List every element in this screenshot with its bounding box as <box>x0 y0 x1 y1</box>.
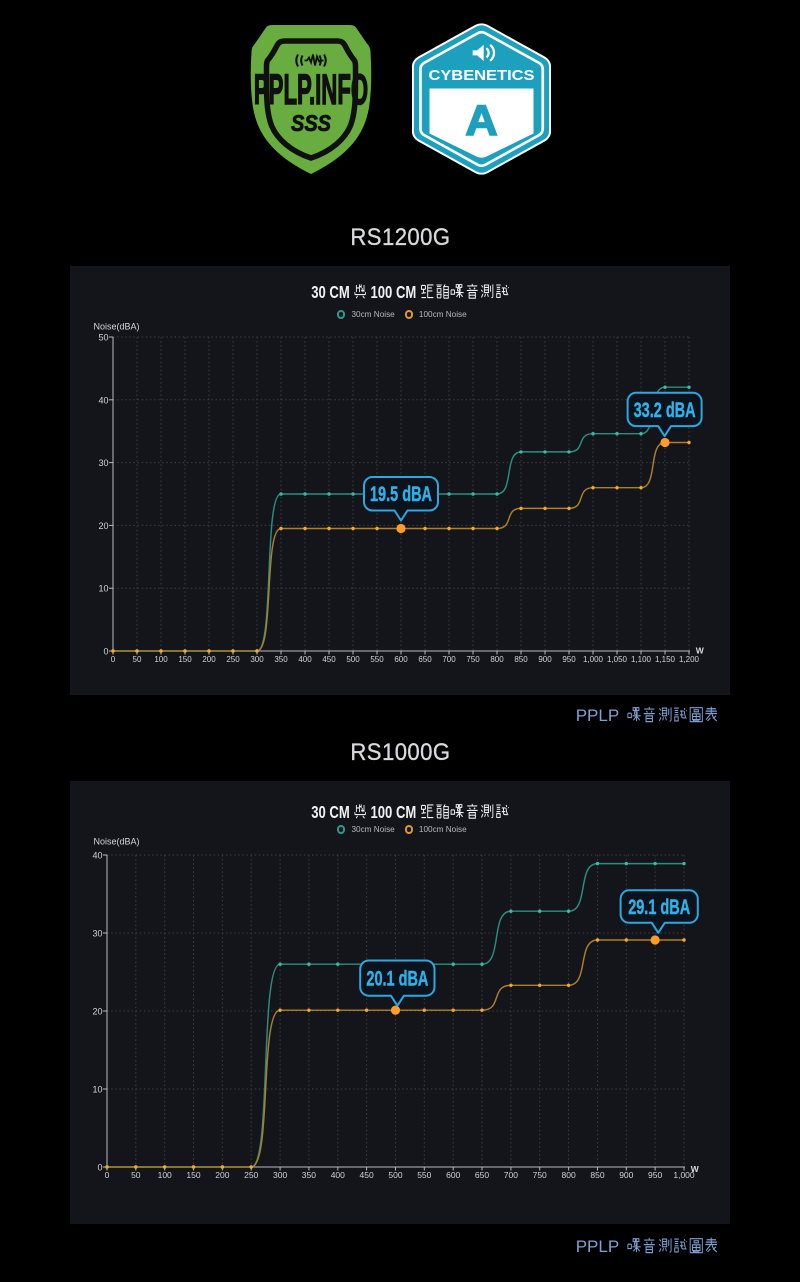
svg-text:20: 20 <box>92 1007 102 1017</box>
svg-text:550: 550 <box>417 1170 431 1180</box>
svg-text:0: 0 <box>111 655 116 664</box>
svg-text:PPLP.INFO: PPLP.INFO <box>254 66 368 114</box>
svg-text:200: 200 <box>202 655 216 664</box>
svg-text:29.1 dBA: 29.1 dBA <box>628 895 690 919</box>
svg-text:250: 250 <box>244 1170 258 1180</box>
svg-text:1,000: 1,000 <box>583 655 604 664</box>
svg-text:SSS: SSS <box>291 110 332 136</box>
svg-text:850: 850 <box>590 1170 604 1180</box>
svg-text:900: 900 <box>538 655 552 664</box>
svg-text:950: 950 <box>648 1170 662 1180</box>
svg-text:450: 450 <box>360 1170 374 1180</box>
svg-text:800: 800 <box>562 1170 576 1180</box>
svg-text:750: 750 <box>533 1170 547 1180</box>
svg-text:600: 600 <box>446 1170 460 1180</box>
svg-text:300: 300 <box>273 1170 287 1180</box>
svg-text:800: 800 <box>490 655 504 664</box>
svg-text:50: 50 <box>98 333 108 343</box>
svg-text:30: 30 <box>98 458 108 468</box>
svg-text:900: 900 <box>619 1170 633 1180</box>
svg-text:W: W <box>691 1164 700 1174</box>
svg-text:33.2 dBA: 33.2 dBA <box>634 398 696 422</box>
svg-text:30: 30 <box>92 929 102 939</box>
svg-text:150: 150 <box>186 1170 200 1180</box>
svg-text:0: 0 <box>105 1170 110 1180</box>
svg-text:300: 300 <box>250 655 264 664</box>
svg-text:950: 950 <box>562 655 576 664</box>
svg-text:Noise(dBA): Noise(dBA) <box>94 322 140 332</box>
svg-text:200: 200 <box>215 1170 229 1180</box>
svg-text:50: 50 <box>133 655 142 664</box>
svg-text:400: 400 <box>331 1170 345 1180</box>
svg-text:10: 10 <box>98 584 108 594</box>
svg-text:150: 150 <box>178 655 192 664</box>
svg-text:40: 40 <box>98 395 108 405</box>
svg-text:10: 10 <box>92 1085 102 1095</box>
svg-text:350: 350 <box>302 1170 316 1180</box>
svg-text:600: 600 <box>394 655 408 664</box>
svg-text:350: 350 <box>274 655 288 664</box>
svg-text:0: 0 <box>103 647 108 657</box>
svg-text:750: 750 <box>466 655 480 664</box>
svg-text:700: 700 <box>442 655 456 664</box>
svg-text:250: 250 <box>226 655 240 664</box>
svg-text:650: 650 <box>418 655 432 664</box>
svg-text:450: 450 <box>322 655 336 664</box>
svg-text:650: 650 <box>475 1170 489 1180</box>
svg-text:20: 20 <box>98 521 108 531</box>
svg-text:40: 40 <box>92 851 102 861</box>
svg-text:100: 100 <box>158 1170 172 1180</box>
svg-text:A: A <box>465 97 497 145</box>
svg-text:400: 400 <box>298 655 312 664</box>
svg-text:W: W <box>696 646 705 656</box>
svg-text:1,050: 1,050 <box>607 655 628 664</box>
svg-text:CYBENETICS: CYBENETICS <box>428 68 534 84</box>
svg-text:1,150: 1,150 <box>655 655 676 664</box>
svg-text:100: 100 <box>154 655 168 664</box>
svg-text:700: 700 <box>504 1170 518 1180</box>
svg-text:500: 500 <box>346 655 360 664</box>
svg-text:1,200: 1,200 <box>679 655 700 664</box>
svg-text:0: 0 <box>97 1163 102 1173</box>
svg-text:20.1 dBA: 20.1 dBA <box>366 967 428 991</box>
svg-text:1,000: 1,000 <box>673 1170 695 1180</box>
svg-text:Noise(dBA): Noise(dBA) <box>94 837 140 847</box>
svg-text:850: 850 <box>514 655 528 664</box>
svg-text:19.5 dBA: 19.5 dBA <box>370 482 432 506</box>
svg-text:1,100: 1,100 <box>631 655 652 664</box>
svg-text:550: 550 <box>370 655 384 664</box>
svg-text:50: 50 <box>131 1170 141 1180</box>
svg-text:500: 500 <box>388 1170 402 1180</box>
